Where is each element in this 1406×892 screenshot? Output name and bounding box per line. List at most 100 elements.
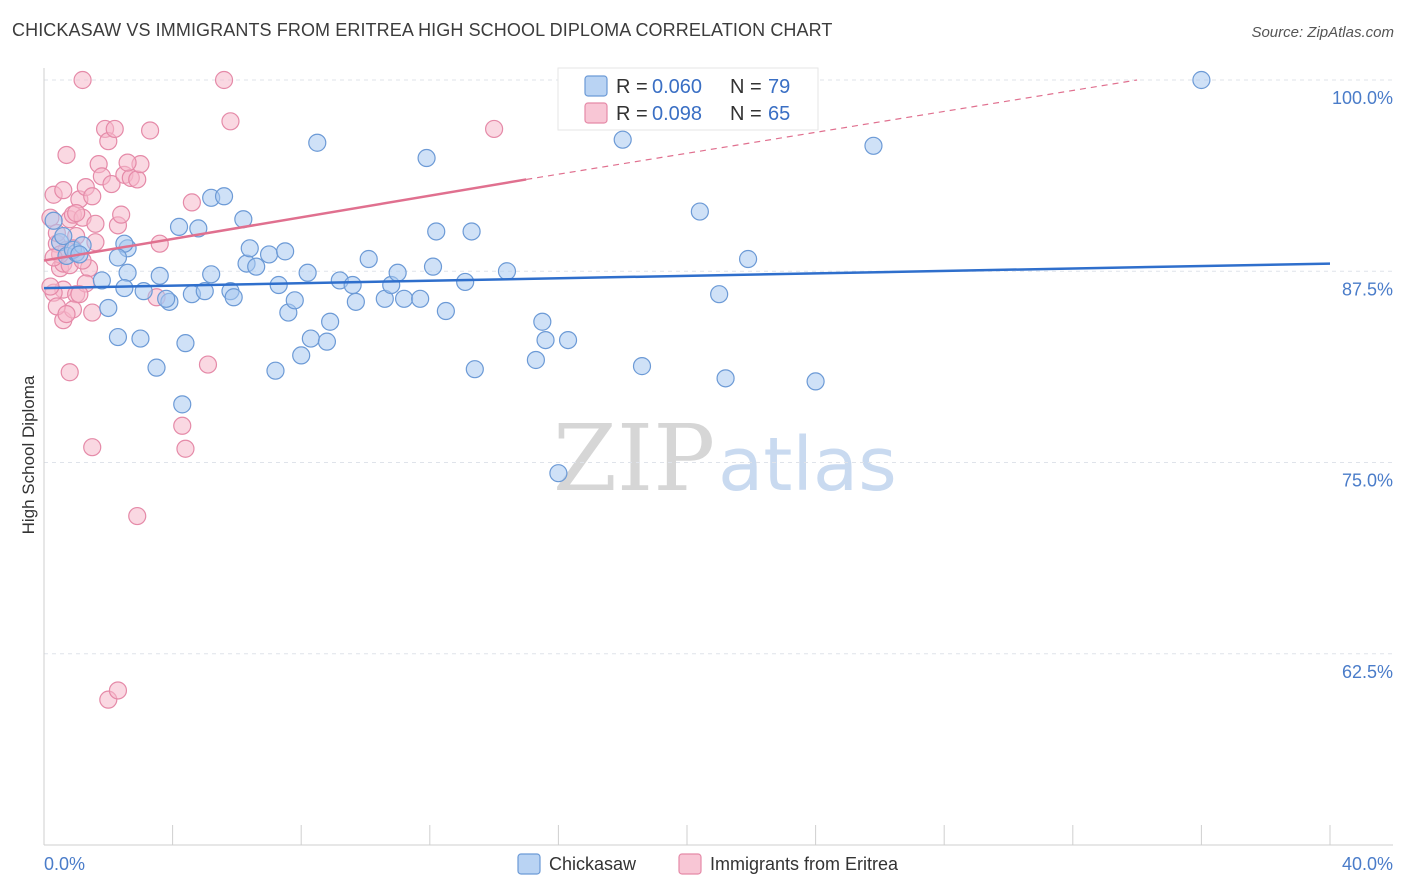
scatter-point: [67, 204, 86, 223]
trend-line-chickasaw: [43, 262, 1331, 290]
scatter-point: [864, 136, 883, 155]
scatter-point: [214, 187, 234, 206]
scatter-point: [70, 285, 89, 304]
scatter-point: [198, 355, 218, 374]
y-tick-label: 100.0%: [1332, 88, 1393, 108]
legend-n-label-chickasaw: N =: [730, 76, 762, 98]
scatter-point: [73, 70, 92, 90]
scatter-point: [221, 112, 240, 131]
scatter-point: [169, 217, 189, 236]
scatter-point: [118, 263, 137, 282]
scatter-point: [462, 222, 481, 241]
scatter-point: [108, 327, 128, 347]
scatter-point: [176, 439, 195, 458]
scatter-point: [321, 312, 340, 331]
legend-n-value-chickasaw: 79: [768, 76, 790, 98]
bottom-legend-swatch-eritrea: [678, 853, 702, 875]
scatter-point: [102, 174, 121, 194]
scatter-point: [710, 285, 729, 304]
bottom-legend: Chickasaw Immigrants from Eritrea: [517, 853, 899, 875]
legend-r-label-eritrea: R =: [616, 103, 648, 125]
top-legend: R = 0.060 N = 79 R = 0.098 N = 65: [557, 67, 819, 131]
scatter-point: [690, 202, 709, 221]
legend-swatch-chickasaw: [584, 75, 608, 97]
scatter-point: [423, 257, 443, 276]
scatter-point: [140, 121, 160, 140]
scatter-point: [157, 289, 176, 308]
legend-swatch-eritrea: [584, 102, 608, 124]
legend-n-label-eritrea: N =: [730, 103, 762, 125]
scatter-point: [240, 239, 259, 258]
scatter-point: [173, 416, 192, 435]
x-tick-label-max: 40.0%: [1342, 854, 1393, 874]
watermark-zip: ZIP: [553, 405, 715, 512]
legend-r-value-eritrea: 0.098: [652, 103, 702, 125]
scatter-point: [128, 170, 147, 189]
chickasaw-points: [44, 70, 1211, 483]
scatter-point: [195, 282, 214, 301]
scatter-point: [526, 350, 545, 370]
scatter-point: [388, 263, 407, 282]
y-tick-label: 75.0%: [1342, 471, 1393, 491]
eritrea-points: [41, 70, 504, 709]
scatter-point: [108, 681, 128, 700]
scatter-point: [716, 369, 735, 388]
scatter-point: [83, 303, 102, 322]
scatter-point: [83, 187, 102, 206]
scatter-point: [108, 248, 128, 267]
scatter-point: [343, 275, 362, 295]
scatter-point: [298, 263, 317, 282]
scatter-point: [60, 363, 79, 382]
scatter-point: [266, 361, 285, 380]
scatter-point: [359, 249, 378, 269]
y-tick-label: 87.5%: [1342, 279, 1393, 299]
scatter-point: [613, 130, 632, 149]
scatter-point: [308, 133, 327, 152]
scatter-point: [57, 304, 76, 324]
axis-layer: 62.5% 75.0% 87.5% 100.0%: [43, 68, 1393, 846]
legend-r-label-chickasaw: R =: [616, 76, 648, 98]
scatter-point: [806, 372, 825, 391]
bottom-legend-label-chickasaw: Chickasaw: [549, 854, 637, 874]
chart-title: CHICKASAW VS IMMIGRANTS FROM ERITREA HIG…: [12, 20, 833, 40]
scatter-point: [214, 70, 234, 90]
scatter-point: [558, 331, 578, 350]
scatter-point: [259, 245, 279, 264]
chart-source: Source: ZipAtlas.com: [1251, 24, 1394, 41]
legend-n-value-eritrea: 65: [768, 103, 790, 125]
scatter-point: [317, 332, 337, 351]
scatter-point: [394, 289, 414, 308]
scatter-point: [301, 329, 320, 348]
scatter-point: [436, 301, 455, 321]
y-axis-label: High School Diploma: [19, 375, 38, 534]
bottom-legend-swatch-chickasaw: [517, 853, 541, 875]
scatter-point: [427, 222, 446, 241]
scatter-point: [150, 234, 169, 253]
scatter-point: [276, 242, 295, 261]
scatter-point: [147, 358, 166, 377]
scatter-point: [202, 265, 221, 284]
scatter-point: [86, 214, 105, 233]
scatter-point: [57, 145, 76, 165]
scatter-point: [83, 438, 102, 457]
scatter-point: [105, 119, 124, 139]
scatter-point: [485, 119, 504, 139]
legend-r-value-chickasaw: 0.060: [652, 76, 702, 98]
scatter-point: [456, 272, 475, 292]
scatter-point: [549, 464, 568, 483]
scatter-point: [41, 277, 60, 296]
grid-layer: [44, 79, 1393, 655]
scatter-point: [150, 266, 169, 285]
bottom-legend-label-eritrea: Immigrants from Eritrea: [710, 854, 899, 874]
scatter-point: [173, 395, 192, 414]
trend-line-eritrea: [43, 178, 527, 262]
scatter-point: [1192, 70, 1211, 90]
scatter-point: [54, 226, 73, 246]
scatter-point: [112, 205, 131, 224]
scatter-point: [292, 346, 311, 365]
scatter-point: [99, 298, 118, 318]
scatter-point: [128, 506, 147, 526]
scatter-point: [269, 275, 288, 295]
scatter-point: [54, 181, 73, 200]
